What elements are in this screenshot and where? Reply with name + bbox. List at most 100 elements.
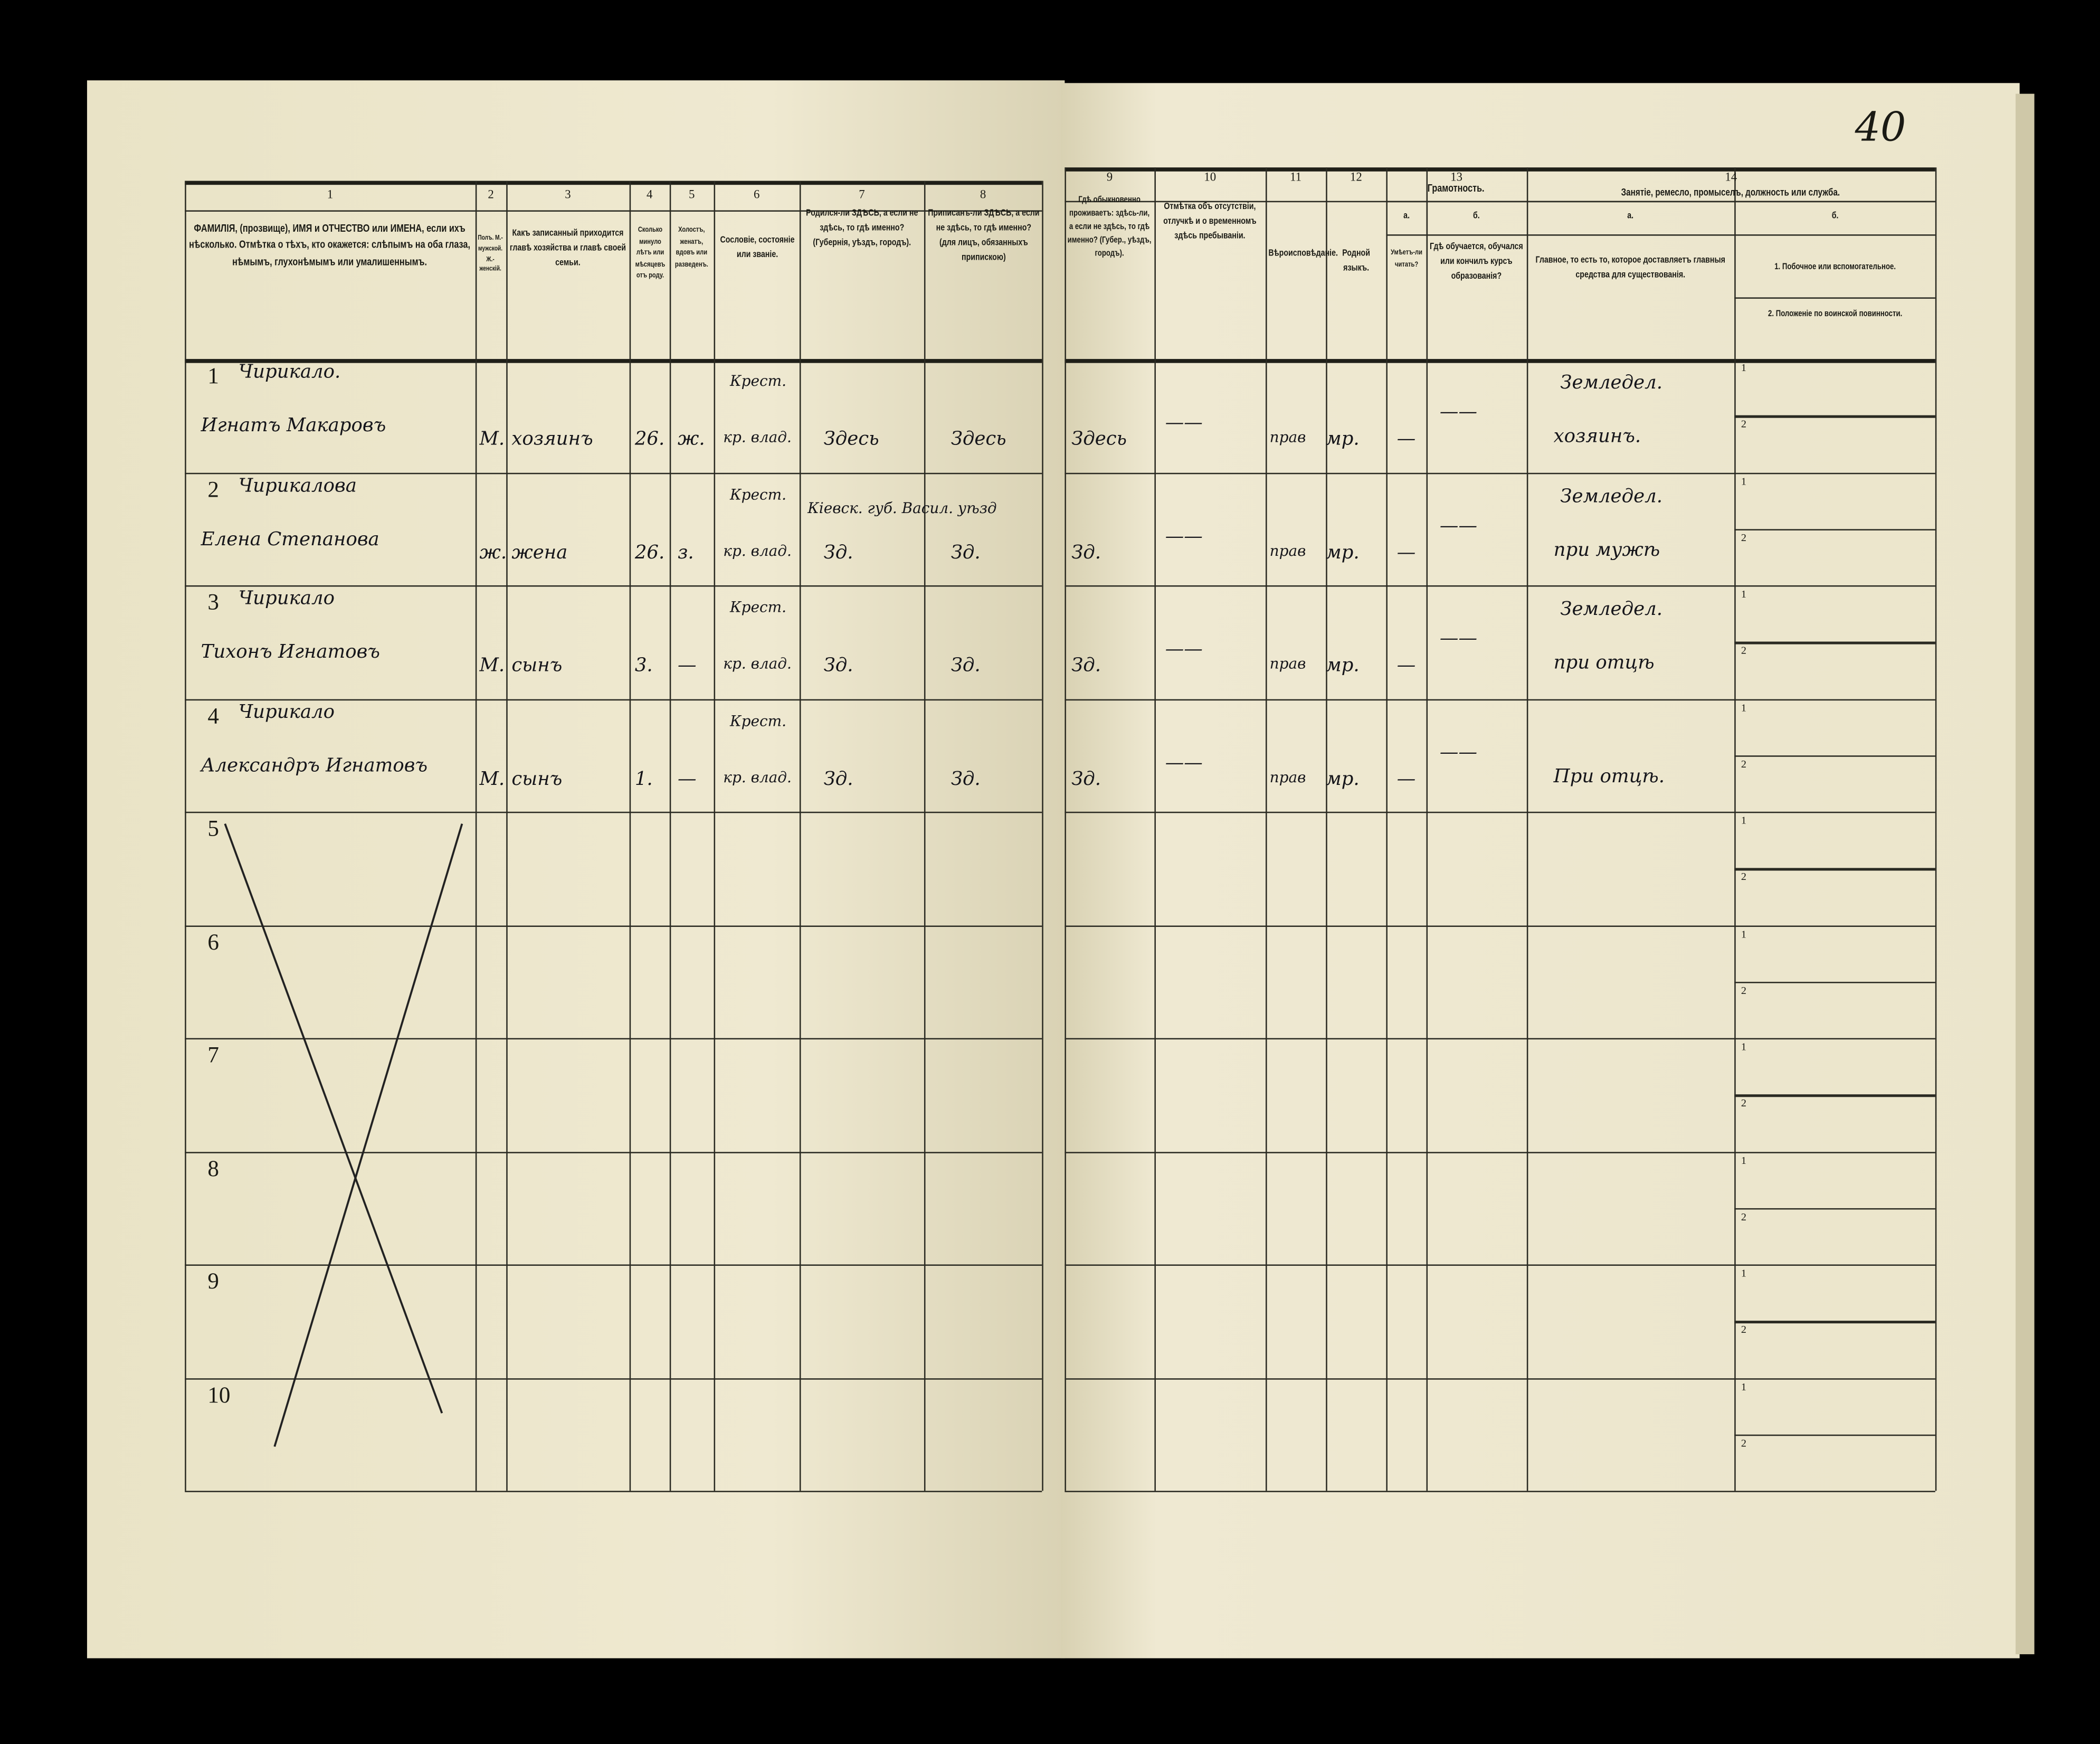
sub-line-label: 1 xyxy=(1741,362,1747,374)
row-rule xyxy=(1065,1151,1935,1153)
given-name-patronymic: Игнатъ Макаровъ xyxy=(201,415,386,437)
relation-to-head: сынъ xyxy=(511,768,563,790)
sub-line-label: 2 xyxy=(1741,984,1747,997)
column-rule xyxy=(1426,167,1428,1491)
literacy: — xyxy=(1396,542,1416,564)
estate: Крест. xyxy=(729,712,786,729)
birthplace: Зд. xyxy=(823,655,853,677)
sub-rule xyxy=(1386,201,1935,203)
header-bottom-rule xyxy=(185,359,1042,363)
estate-detail: кр. влад. xyxy=(723,542,792,560)
sub-line-label: 1 xyxy=(1741,475,1747,487)
page-edge xyxy=(2016,93,2035,1654)
column-rule xyxy=(669,181,672,1491)
registration-place: Зд. xyxy=(951,655,981,677)
birthplace: Зд. xyxy=(823,542,853,564)
column-number: 4 xyxy=(647,187,653,201)
estate: Крест. xyxy=(729,599,786,617)
estate: Крест. xyxy=(729,485,786,503)
header-col2: Полъ. М.-мужской. Ж.-женскій. xyxy=(478,234,503,274)
header-col14b1: 1. Побочное или вспомогательное. xyxy=(1774,262,1896,272)
row-rule xyxy=(185,811,1042,814)
header-col12: Родной языкъ. xyxy=(1342,249,1370,273)
sub-row-rule xyxy=(1734,981,1935,983)
given-name-patronymic: Александръ Игнатовъ xyxy=(201,754,428,776)
column-rule xyxy=(629,181,631,1491)
column-rule xyxy=(185,181,187,1491)
sub-row-rule xyxy=(1734,1321,1935,1323)
column-number: 1 xyxy=(327,187,334,201)
main-occupation-detail: При отцѣ. xyxy=(1553,765,1665,787)
sub-line-label: 1 xyxy=(1741,588,1747,600)
religion: прав xyxy=(1269,542,1306,560)
column-number: 6 xyxy=(754,187,760,201)
relation-to-head: сынъ xyxy=(511,655,563,677)
sub-rule xyxy=(1386,234,1935,236)
column-rule xyxy=(1042,181,1044,1491)
header-col14a: Главное, то есть то, которое доставляетъ… xyxy=(1535,255,1726,280)
column-number: 10 xyxy=(1204,170,1217,184)
estate-detail: кр. влад. xyxy=(723,768,792,786)
header-col13b: Гдѣ обучается, обучался или кончилъ курс… xyxy=(1430,242,1524,281)
registration-place: Зд. xyxy=(951,542,981,564)
row-rule xyxy=(1065,1377,1935,1380)
column-number: 9 xyxy=(1106,170,1113,184)
main-occupation-detail: хозяинъ. xyxy=(1553,425,1641,448)
given-name-patronymic: Елена Степанова xyxy=(201,528,379,550)
absence-note: —— xyxy=(1165,752,1203,774)
row-rule xyxy=(185,472,1042,474)
row-rule xyxy=(1065,1038,1935,1040)
native-language: мр. xyxy=(1326,655,1360,677)
page-number: 40 xyxy=(1855,104,1906,151)
birthplace: Зд. xyxy=(823,768,853,790)
marital-status: з. xyxy=(678,542,694,564)
relation-to-head: хозяинъ xyxy=(511,429,593,450)
sub-row-rule xyxy=(1734,1208,1935,1210)
right-page xyxy=(1060,83,2020,1658)
sex: М. xyxy=(479,429,505,450)
column-number: 8 xyxy=(980,187,986,201)
residence: Зд. xyxy=(1071,655,1101,677)
registration-place: Зд. xyxy=(951,768,981,790)
surname: Чирикало. xyxy=(238,362,341,383)
sub-rule xyxy=(1426,201,1428,359)
row-rule xyxy=(185,1038,1042,1040)
sub-line-label: 1 xyxy=(1741,701,1747,714)
number-row-rule xyxy=(185,210,1042,212)
header-col13a: Умѣетъ-ли читать? xyxy=(1390,249,1422,269)
header-col10: Отмѣтка объ отсутствіи, отлучкѣ и о врем… xyxy=(1163,202,1257,241)
row-number: 5 xyxy=(207,816,219,841)
residence: Зд. xyxy=(1071,768,1101,790)
native-language: мр. xyxy=(1326,768,1360,790)
sub-line-label: 1 xyxy=(1741,1040,1747,1053)
main-occupation: Земледел. xyxy=(1560,599,1663,620)
main-occupation-detail: при отцѣ xyxy=(1553,652,1655,674)
sub-row-rule xyxy=(1734,1094,1935,1097)
column-rule xyxy=(1065,167,1067,1491)
column-number: 11 xyxy=(1290,170,1302,184)
sub-line-label: 1 xyxy=(1741,1267,1747,1279)
column-rule xyxy=(799,181,802,1491)
row-rule xyxy=(1065,925,1935,927)
row-number: 1 xyxy=(207,363,219,388)
surname: Чирикало xyxy=(238,588,335,610)
header-col11: Вѣроисповѣданіе. xyxy=(1268,249,1338,259)
main-occupation: Земледел. xyxy=(1560,372,1663,394)
row-rule xyxy=(185,1377,1042,1380)
sub-line-label: 1 xyxy=(1741,1154,1747,1166)
column-rule xyxy=(506,181,508,1491)
header-col13b_letter: б. xyxy=(1473,211,1480,221)
sub-line-label: 1 xyxy=(1741,927,1747,940)
sub-line-label: 2 xyxy=(1741,1210,1747,1223)
sub-line-label: 2 xyxy=(1741,644,1747,657)
column-rule xyxy=(475,181,478,1491)
sex: М. xyxy=(479,768,505,790)
education: —— xyxy=(1439,628,1477,650)
sub-row-rule xyxy=(1734,642,1935,644)
header-col9: Гдѣ обыкновенно проживаетъ: здѣсь-ли, а … xyxy=(1067,195,1152,259)
age: 26. xyxy=(634,542,665,564)
sub-line-label: 2 xyxy=(1741,418,1747,431)
row-number: 10 xyxy=(207,1381,231,1407)
header-col1: ФАМИЛІЯ, (прозвище), ИМЯ и ОТЧЕСТВО или … xyxy=(189,222,471,268)
literacy: — xyxy=(1396,768,1416,790)
